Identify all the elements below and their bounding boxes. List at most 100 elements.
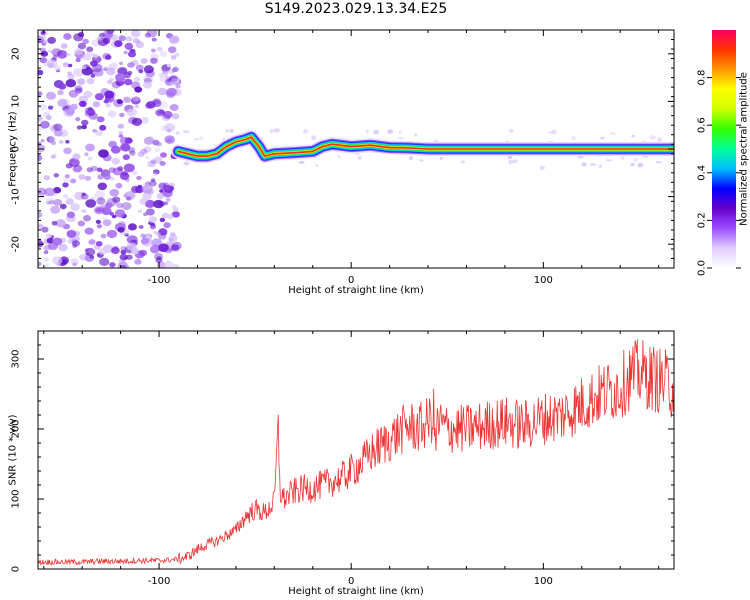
- speckle: [581, 162, 587, 167]
- colorbar-gradient: [712, 30, 736, 268]
- noise-blob: [159, 75, 169, 83]
- noise-blob: [117, 123, 124, 129]
- noise-blob: [52, 256, 63, 265]
- noise-blob: [159, 51, 168, 58]
- noise-blob: [58, 140, 64, 144]
- noise-blob: [70, 258, 79, 265]
- spectrogram-y-tick-label: 10: [11, 95, 22, 108]
- noise-blob: [156, 46, 163, 52]
- noise-blob: [138, 69, 144, 74]
- noise-blob: [127, 223, 137, 231]
- spectrogram-x-tick-label: 0: [348, 275, 354, 286]
- noise-blob: [171, 38, 176, 42]
- speckle: [508, 129, 514, 133]
- spectrogram-y-axis-label: Frequency (Hz): [8, 111, 19, 187]
- noise-blob: [152, 169, 160, 175]
- speckle: [548, 131, 554, 134]
- noise-blob: [154, 252, 164, 261]
- noise-blob: [159, 161, 166, 166]
- noise-blob: [132, 96, 140, 102]
- noise-blob: [162, 184, 170, 191]
- noise-blob: [122, 154, 130, 161]
- speckle: [373, 129, 380, 135]
- noise-blob: [97, 182, 108, 191]
- noise-blob: [171, 204, 177, 209]
- noise-blob: [86, 77, 95, 85]
- noise-blob: [47, 105, 54, 110]
- noise-blob: [104, 90, 115, 99]
- speckle: [303, 128, 309, 134]
- noise-blob: [166, 128, 172, 133]
- colorbar-tick-label: 0.8: [697, 70, 708, 86]
- colorbar-tick-label: 0.0: [697, 260, 708, 276]
- noise-blob: [118, 35, 127, 42]
- speckle: [357, 156, 363, 160]
- noise-blob: [124, 42, 134, 50]
- noise-blob: [95, 130, 103, 136]
- noise-blob: [81, 65, 87, 70]
- noise-blob: [151, 48, 156, 53]
- speckle: [512, 159, 518, 164]
- noise-blob: [174, 52, 180, 57]
- noise-blob: [128, 51, 136, 58]
- noise-blob: [131, 30, 141, 38]
- noise-blob: [164, 135, 175, 144]
- noise-blob: [119, 136, 130, 145]
- noise-blob: [116, 202, 124, 208]
- noise-blob: [53, 123, 63, 131]
- speckle: [273, 128, 280, 133]
- noise-blob: [40, 50, 49, 57]
- noise-blob: [135, 64, 144, 72]
- noise-blob: [150, 57, 158, 64]
- speckle: [600, 136, 605, 140]
- noise-blob: [66, 211, 76, 219]
- noise-blob: [73, 68, 84, 77]
- noise-blob: [115, 182, 123, 189]
- noise-blob: [132, 170, 138, 176]
- noise-blob: [65, 79, 77, 88]
- noise-blob: [168, 237, 174, 242]
- noise-blob: [49, 136, 57, 143]
- noise-blob: [157, 87, 168, 96]
- noise-blob: [38, 144, 46, 153]
- noise-blob: [119, 254, 128, 261]
- noise-blob: [67, 71, 72, 76]
- noise-blob: [118, 130, 124, 135]
- noise-blob: [106, 30, 115, 34]
- noise-blob: [137, 209, 143, 213]
- noise-blob: [161, 212, 169, 219]
- noise-blob: [172, 66, 179, 72]
- noise-blob: [96, 197, 106, 205]
- noise-blob: [74, 85, 83, 92]
- speckle: [637, 162, 644, 168]
- noise-blob: [150, 178, 156, 182]
- noise-blob: [41, 226, 49, 233]
- noise-blob: [161, 67, 167, 72]
- noise-blob: [90, 74, 96, 78]
- noise-blob: [59, 203, 67, 210]
- noise-blob: [88, 239, 96, 245]
- noise-blob: [111, 157, 120, 165]
- noise-blob: [106, 67, 116, 76]
- speckle: [589, 163, 597, 166]
- snr-x-tick-label: -100: [148, 576, 171, 587]
- speckle: [398, 130, 402, 135]
- noise-blob: [58, 243, 68, 252]
- noise-blob: [140, 116, 149, 124]
- noise-blob: [145, 199, 155, 208]
- noise-blob: [117, 226, 125, 233]
- noise-blob: [48, 199, 55, 205]
- noise-blob: [43, 257, 49, 262]
- speckle: [365, 129, 369, 134]
- speckle: [460, 160, 466, 164]
- noise-blob: [67, 63, 73, 68]
- noise-blob: [168, 75, 178, 83]
- noise-blob: [171, 244, 180, 251]
- noise-blob: [119, 61, 123, 65]
- speckle: [609, 132, 616, 135]
- noise-blob: [95, 207, 102, 213]
- noise-blob: [69, 103, 78, 111]
- noise-blob: [159, 189, 164, 193]
- noise-blob: [44, 187, 55, 197]
